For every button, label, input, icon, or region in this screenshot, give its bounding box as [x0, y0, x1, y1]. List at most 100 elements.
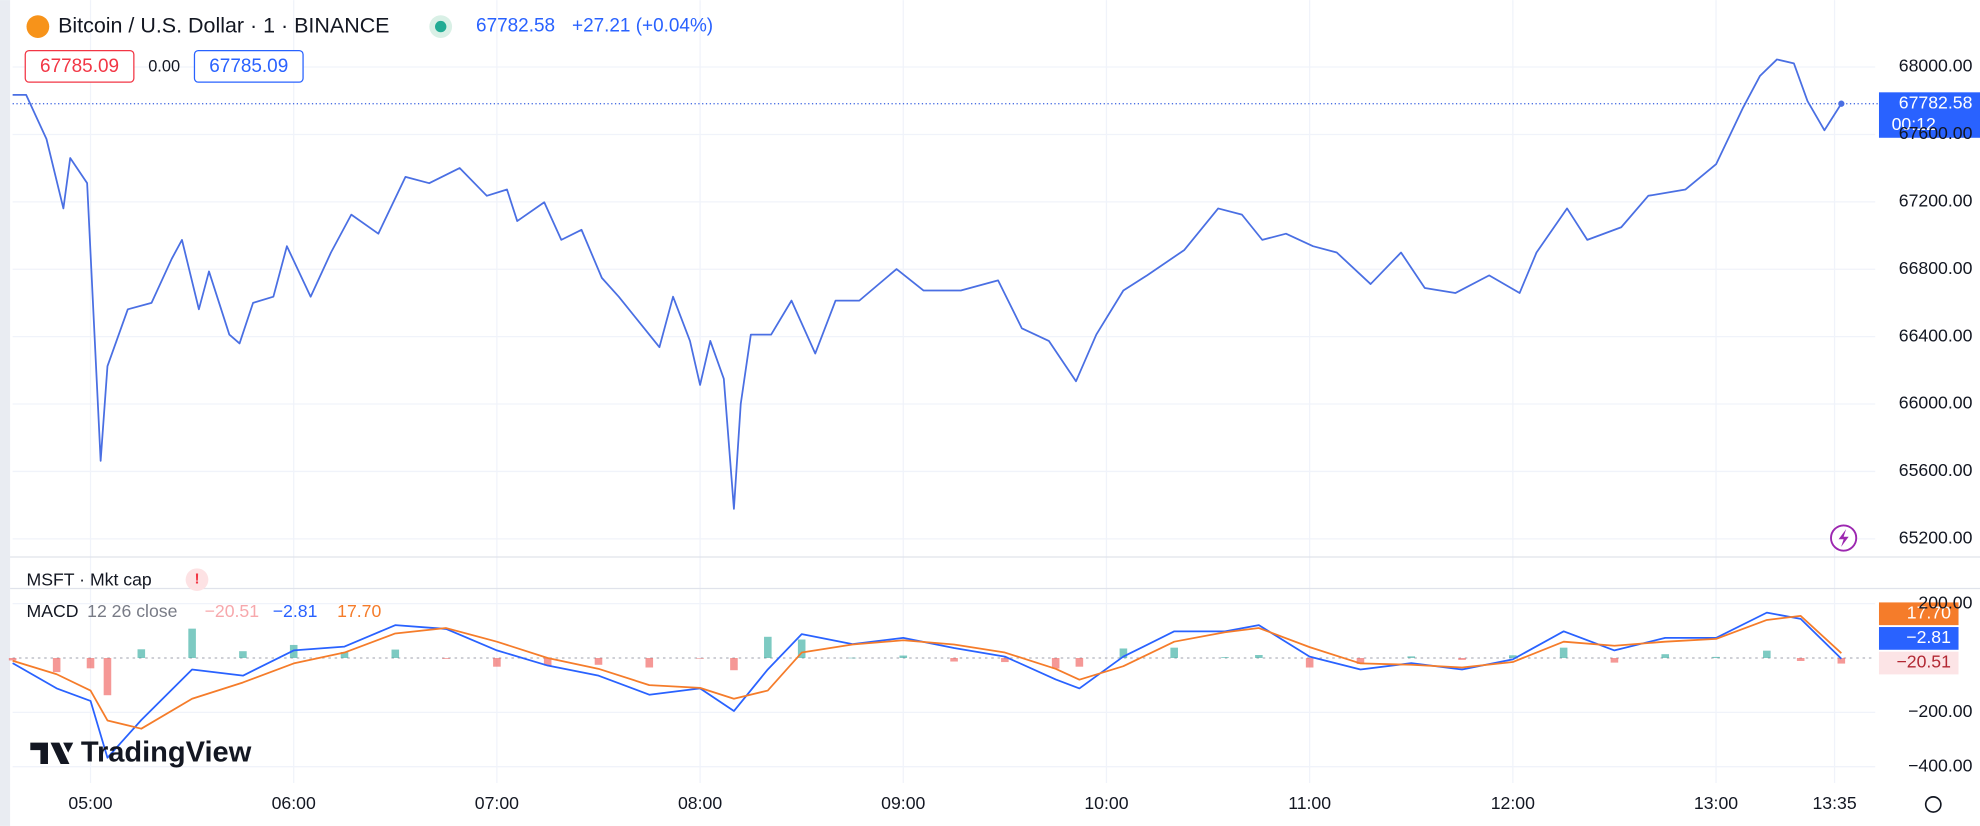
x-tick-label: 08:00 [678, 793, 722, 813]
macd-signal-value: 17.70 [337, 601, 381, 621]
histogram-bar [442, 657, 450, 659]
histogram-bar [645, 657, 654, 668]
logo-icon [30, 742, 74, 765]
histogram-bar [1119, 648, 1128, 658]
price-line [12, 58, 1843, 510]
y-tick-label: 65200.00 [1899, 528, 1973, 548]
ask-box[interactable] [193, 49, 304, 83]
macd-line [12, 615, 1842, 730]
histogram-bar [137, 649, 146, 658]
histogram-bar [86, 657, 95, 669]
marks [8, 58, 1879, 759]
macd-line [12, 611, 1842, 759]
x-tick-label: 10:00 [1084, 793, 1128, 813]
histogram-bar [1255, 655, 1263, 658]
symbol-title: Bitcoin / U.S. Dollar · 1 · BINANCE [58, 13, 389, 37]
histogram-bar [103, 657, 112, 696]
x-tick-label: 06:00 [272, 793, 316, 813]
macd-tag-value: −20.51 [1896, 652, 1950, 672]
x-tick-label: 05:00 [68, 793, 112, 813]
histogram-bar [899, 655, 908, 658]
warning-mark: ! [194, 571, 199, 588]
bid-box[interactable] [24, 49, 135, 83]
histogram-bar [696, 657, 704, 659]
histogram-bar [1559, 647, 1568, 658]
histogram-bar [52, 657, 61, 673]
y-tick-label: 68000.00 [1899, 56, 1973, 76]
y-tick-label: 67200.00 [1899, 191, 1973, 211]
histogram-bar [1170, 647, 1178, 658]
macd-params: 12 26 close [87, 601, 177, 621]
macd-hist-value: −20.51 [205, 601, 260, 621]
histogram-bar [188, 628, 196, 658]
histogram-bar [1305, 657, 1314, 668]
price-tag-countdown: 00:12 [1892, 114, 1936, 134]
x-tick-label: 13:35 [1812, 793, 1856, 813]
histogram-bar [1661, 654, 1670, 658]
warning-icon [185, 568, 209, 592]
histogram-bar [1712, 656, 1720, 658]
macd-tag-value: −2.81 [1906, 627, 1951, 647]
spread: 0.00 [148, 57, 180, 75]
x-tick-label: 13:00 [1694, 793, 1738, 813]
price-tag-value: 67782.58 [1899, 92, 1973, 112]
histogram-bar [1610, 657, 1619, 663]
histogram-bar [1221, 657, 1229, 658]
x-tick-label: 11:00 [1288, 793, 1331, 813]
y-tick-label: −200.00 [1908, 701, 1972, 721]
y-tick-label: 66800.00 [1899, 258, 1973, 278]
x-tick-label: 09:00 [881, 793, 925, 813]
histogram-bar [289, 644, 298, 658]
histogram-bar [8, 657, 17, 661]
left-border [0, 0, 11, 826]
y-tick-label: 200.00 [1918, 592, 1972, 612]
histogram-bar [1509, 655, 1517, 658]
grid [12, 0, 1876, 783]
y-tick-label: 67600.00 [1899, 123, 1973, 143]
histogram-bar [1796, 657, 1805, 661]
price-tag [1878, 92, 1980, 138]
logo-text: TradingView [81, 737, 252, 769]
histogram-bar [1458, 657, 1466, 660]
x-tick-label: 07:00 [475, 793, 519, 813]
symbol-icon [26, 15, 50, 38]
histogram-bar [543, 657, 552, 666]
histogram-bar [730, 657, 738, 671]
y-tick-label: 66000.00 [1899, 393, 1973, 413]
bid-price: 67785.09 [40, 56, 119, 77]
status-dot [435, 20, 447, 33]
y-tick-label: 65600.00 [1899, 460, 1973, 480]
x-tick-label: 12:00 [1491, 793, 1535, 813]
histogram-bar [391, 649, 400, 658]
ask-price: 67785.09 [209, 56, 288, 77]
alert-bolt [1838, 529, 1849, 547]
histogram-bar [239, 651, 247, 658]
histogram-bar [594, 657, 603, 665]
y-tick-label: 66400.00 [1899, 325, 1973, 345]
macd-tag [1878, 627, 1959, 650]
histogram-bar [950, 657, 958, 662]
y-tick-label: −400.00 [1908, 755, 1972, 775]
macd-name: MACD [27, 601, 79, 621]
macd-tag-value: 17.70 [1907, 602, 1951, 622]
pane-title: MSFT · Mkt cap [27, 570, 152, 590]
histogram-bar [764, 636, 772, 658]
macd-tag [1878, 651, 1959, 675]
histogram-bar [1051, 657, 1060, 669]
settings-icon[interactable] [1924, 796, 1942, 813]
histogram-bar [1763, 650, 1771, 658]
last-price: 67782.58 [476, 16, 555, 37]
histogram-bar [340, 652, 349, 658]
last-price-dot [1838, 100, 1845, 107]
histogram-bar [797, 639, 806, 658]
histogram-bar [1837, 657, 1846, 664]
price-change: +27.21 (+0.04%) [572, 16, 713, 37]
macd-tag [1878, 602, 1959, 626]
histogram-bar [1075, 657, 1084, 667]
histogram-bar [1407, 656, 1416, 658]
histogram-bar [1356, 657, 1365, 664]
